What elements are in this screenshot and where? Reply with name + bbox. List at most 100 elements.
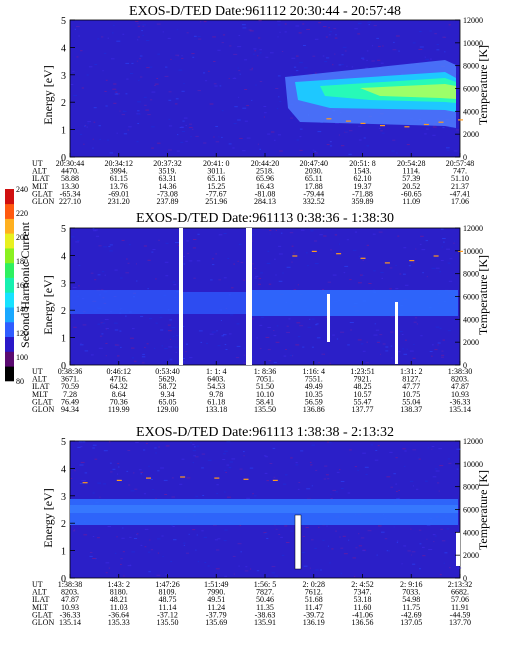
- noise-speck: [197, 233, 200, 235]
- noise-speck: [352, 557, 356, 559]
- noise-speck: [403, 465, 406, 467]
- noise-speck: [76, 26, 80, 27]
- orbit-value: 4470.: [61, 167, 79, 176]
- noise-speck: [137, 101, 141, 103]
- orbit-value: 16.43: [256, 182, 274, 191]
- noise-speck: [174, 103, 178, 105]
- noise-speck: [213, 524, 217, 526]
- noise-speck: [157, 470, 160, 472]
- noise-speck: [144, 104, 147, 106]
- noise-speck: [329, 145, 333, 147]
- noise-speck: [316, 323, 319, 325]
- noise-speck: [119, 110, 121, 112]
- noise-speck: [449, 258, 453, 260]
- noise-speck: [181, 57, 184, 59]
- panel-1-band-peak: [360, 84, 456, 99]
- noise-speck: [396, 35, 400, 37]
- noise-speck: [136, 534, 138, 536]
- noise-speck: [344, 50, 347, 52]
- noise-speck: [132, 472, 135, 474]
- orbit-row-label: GLAT: [32, 189, 53, 198]
- noise-speck: [113, 102, 117, 104]
- noise-speck: [201, 530, 204, 532]
- panel-3-energy-label: Energy [eV]: [41, 488, 55, 547]
- noise-speck: [219, 85, 222, 87]
- noise-speck: [81, 480, 85, 482]
- noise-speck: [280, 232, 283, 234]
- noise-speck: [203, 536, 207, 538]
- noise-speck: [329, 362, 331, 364]
- noise-speck: [185, 140, 188, 142]
- noise-speck: [125, 62, 130, 64]
- noise-speck: [376, 554, 378, 556]
- colorbar-swatch: [5, 218, 14, 234]
- noise-speck: [320, 569, 322, 571]
- orbit-value: 15.25: [207, 182, 225, 191]
- noise-speck: [255, 84, 257, 86]
- noise-speck: [411, 551, 416, 553]
- noise-speck: [441, 354, 445, 356]
- noise-speck: [143, 493, 146, 495]
- noise-speck: [223, 277, 227, 279]
- noise-speck: [419, 31, 422, 32]
- noise-speck: [237, 46, 242, 48]
- noise-speck: [316, 337, 321, 339]
- noise-speck: [208, 70, 210, 72]
- energy-tick-label: 1: [61, 334, 66, 345]
- noise-speck: [181, 474, 184, 476]
- energy-tick-label: 3: [61, 492, 66, 503]
- noise-speck: [433, 125, 435, 127]
- noise-speck: [74, 529, 76, 531]
- noise-speck: [166, 330, 168, 332]
- noise-speck: [251, 240, 253, 242]
- temperature-tick-label: 0: [463, 153, 467, 162]
- noise-speck: [239, 468, 243, 470]
- noise-speck: [296, 55, 299, 57]
- orbit-value: 137.77: [352, 405, 374, 414]
- noise-speck: [161, 345, 164, 347]
- energy-tick-label: 4: [61, 464, 66, 475]
- noise-speck: [372, 233, 376, 235]
- noise-speck: [305, 527, 309, 528]
- orbit-value: 47.77: [402, 382, 420, 391]
- noise-speck: [148, 571, 151, 573]
- noise-speck: [402, 348, 404, 350]
- noise-speck: [299, 136, 302, 138]
- colorbar-tick-label: 100: [16, 353, 28, 362]
- noise-speck: [88, 66, 93, 68]
- noise-speck: [286, 325, 289, 327]
- orbit-value: 2030.: [305, 167, 323, 176]
- noise-speck: [338, 134, 341, 136]
- noise-speck: [237, 543, 242, 545]
- noise-speck: [169, 319, 173, 321]
- noise-speck: [167, 330, 172, 332]
- energy-tick-label: 0: [61, 574, 66, 585]
- noise-speck: [437, 482, 440, 484]
- noise-speck: [293, 289, 297, 291]
- noise-speck: [381, 531, 385, 533]
- noise-speck: [419, 543, 422, 545]
- noise-speck: [194, 446, 196, 448]
- noise-speck: [110, 471, 113, 473]
- noise-speck: [165, 445, 170, 447]
- orbit-value: 227.10: [59, 197, 81, 206]
- temperature-point: [360, 122, 366, 124]
- orbit-value: 7.28: [63, 390, 77, 399]
- noise-speck: [147, 114, 151, 116]
- noise-speck: [273, 362, 277, 364]
- noise-speck: [96, 537, 100, 539]
- noise-speck: [135, 442, 139, 443]
- noise-speck: [437, 342, 441, 344]
- noise-speck: [221, 110, 224, 112]
- orbit-value: -60.65: [401, 189, 422, 198]
- noise-speck: [224, 469, 227, 471]
- noise-speck: [122, 551, 125, 553]
- noise-speck: [107, 139, 110, 141]
- orbit-value: -37.12: [157, 610, 178, 619]
- noise-speck: [75, 241, 80, 243]
- noise-speck: [390, 486, 393, 488]
- noise-speck: [182, 120, 185, 122]
- orbit-value: 1:47:26: [155, 580, 179, 589]
- noise-speck: [193, 455, 196, 457]
- noise-speck: [302, 535, 306, 537]
